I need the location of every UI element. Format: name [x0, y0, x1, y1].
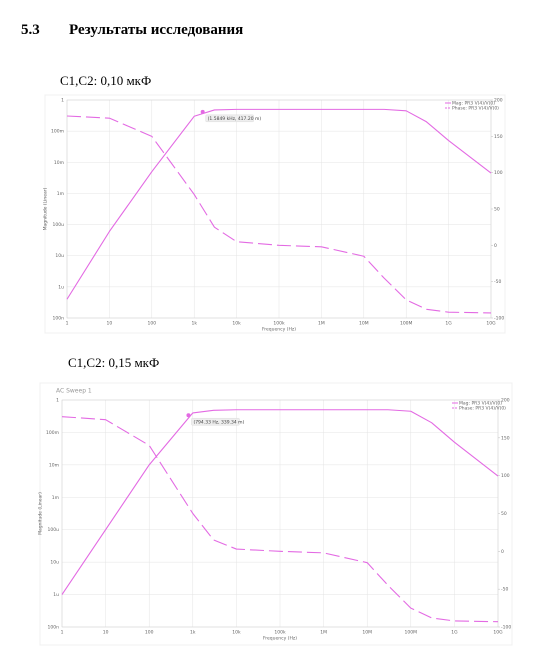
annotation-point	[186, 413, 191, 418]
y-tick-label: 100n	[53, 316, 65, 322]
x-tick-label: 100M	[400, 321, 413, 327]
figure-caption: C1,C2: 0,15 мкФ	[68, 355, 160, 370]
y-tick-label: 1	[61, 98, 64, 104]
legend-label: Mag: PR3 V(4)/V(0)	[459, 401, 502, 407]
section-number: 5.3	[21, 22, 40, 38]
y-axis-label: Magnitude (Linear)	[43, 187, 49, 230]
annotation-label: (794.33 Hz, 339.34 m)	[193, 419, 244, 425]
y2-tick-label: -100	[494, 316, 504, 322]
y-tick-label: 1	[56, 398, 59, 404]
y2-tick-label: 50	[494, 207, 500, 213]
x-tick-label: 10k	[232, 630, 241, 636]
x-tick-label: 1k	[190, 630, 196, 636]
x-tick-label: 1	[61, 630, 64, 636]
x-tick-label: 100	[145, 630, 154, 636]
legend-label: Phase: PR3 V(4)/V(0)	[452, 106, 499, 112]
series-line	[66, 115, 492, 314]
x-tick-label: 100	[148, 321, 157, 327]
y-tick-label: 100m	[51, 129, 64, 135]
legend-label: Mag: PR3 V(4)/V(0)	[452, 101, 495, 107]
x-tick-label: 1M	[320, 630, 327, 636]
x-tick-label: 1	[66, 321, 69, 327]
y2-tick-label: -50	[494, 279, 501, 285]
x-tick-label: 100k	[273, 321, 285, 327]
x-axis-label: Frequency (Hz)	[262, 327, 296, 333]
x-tick-label: 1M	[318, 321, 325, 327]
plot-frame	[61, 399, 499, 628]
chart: 1 10 100 1k 10k 100k 1M 10M 100M 1G 10G 1 100m 10m 1m 1…	[43, 94, 506, 334]
annotation-point	[200, 109, 205, 114]
plot-frame	[66, 99, 492, 319]
y2-tick-label: 100	[494, 170, 503, 176]
x-tick-label: 1G	[445, 321, 452, 327]
x-tick-label: 1G	[451, 630, 458, 636]
x-tick-label: 10	[107, 321, 113, 327]
annotation-box	[191, 418, 240, 426]
y2-tick-label: -50	[501, 587, 508, 593]
series-line	[66, 108, 492, 300]
section-title: Результаты исследования	[69, 22, 244, 38]
x-tick-label: 10G	[486, 321, 496, 327]
y-tick-label: 1u	[53, 592, 59, 598]
y2-tick-label: 200	[494, 98, 503, 104]
y-tick-label: 100n	[48, 625, 60, 631]
x-axis-label: Frequency (Hz)	[263, 636, 297, 642]
y-tick-label: 1m	[57, 191, 64, 197]
y-tick-label: 100m	[46, 430, 59, 436]
y-tick-label: 10u	[55, 253, 64, 259]
y2-tick-label: 150	[494, 134, 503, 140]
x-tick-label: 1k	[191, 321, 197, 327]
y-tick-label: 10m	[49, 462, 59, 468]
chart: AC Sweep 11 10 100 1k 10k 100k 1M 10M 100M 1G 10G1…	[38, 382, 513, 646]
x-tick-label: 10G	[493, 630, 503, 636]
chart-background	[44, 94, 506, 334]
y-axis-label: Magnitude (Linear)	[38, 492, 44, 535]
y-tick-label: 10u	[50, 560, 59, 566]
y2-tick-label: 0	[494, 243, 497, 249]
x-tick-label: 10M	[362, 630, 372, 636]
y-tick-label: 1m	[52, 495, 59, 501]
y-tick-label: 100u	[53, 222, 65, 228]
x-tick-label: 10	[103, 630, 109, 636]
chart-background	[39, 382, 513, 646]
y2-tick-label: 100	[501, 473, 510, 479]
y2-tick-label: 0	[501, 549, 504, 555]
y-tick-label: 10m	[54, 160, 64, 166]
x-tick-label: 10M	[359, 321, 369, 327]
chart-title: AC Sweep 1	[56, 388, 92, 395]
y2-tick-label: -100	[501, 625, 511, 631]
series-line	[61, 416, 499, 623]
legend-label: Phase: PR3 V(4)/V(0)	[459, 406, 506, 412]
y2-tick-label: 200	[501, 398, 510, 404]
annotation-box	[205, 114, 254, 122]
x-tick-label: 100k	[274, 630, 286, 636]
x-tick-label: 100M	[405, 630, 418, 636]
figure-caption: C1,C2: 0,10 мкФ	[60, 73, 152, 88]
x-tick-label: 10k	[232, 321, 241, 327]
annotation-label: (1.5849 kHz, 417.20 m)	[208, 116, 262, 122]
y-tick-label: 1u	[58, 284, 64, 290]
y-tick-label: 100u	[48, 527, 60, 533]
y2-tick-label: 50	[501, 511, 507, 517]
y2-tick-label: 150	[501, 435, 510, 441]
